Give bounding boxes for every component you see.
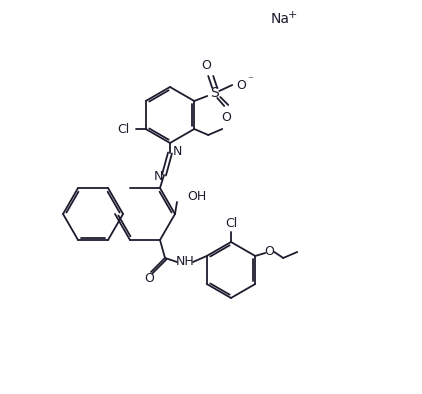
Text: N: N bbox=[172, 145, 182, 158]
Text: S: S bbox=[210, 86, 219, 100]
Text: N: N bbox=[153, 169, 163, 182]
Text: O: O bbox=[221, 110, 231, 123]
Text: O: O bbox=[201, 58, 211, 71]
Text: O: O bbox=[264, 245, 274, 258]
Text: O: O bbox=[144, 273, 154, 286]
Text: Na: Na bbox=[271, 12, 289, 26]
Text: Cl: Cl bbox=[118, 123, 130, 136]
Text: NH: NH bbox=[176, 255, 195, 268]
Text: OH: OH bbox=[187, 190, 206, 203]
Text: +: + bbox=[287, 10, 297, 20]
Text: Cl: Cl bbox=[225, 217, 237, 230]
Text: O: O bbox=[236, 78, 246, 91]
Text: ⁻: ⁻ bbox=[247, 75, 253, 85]
